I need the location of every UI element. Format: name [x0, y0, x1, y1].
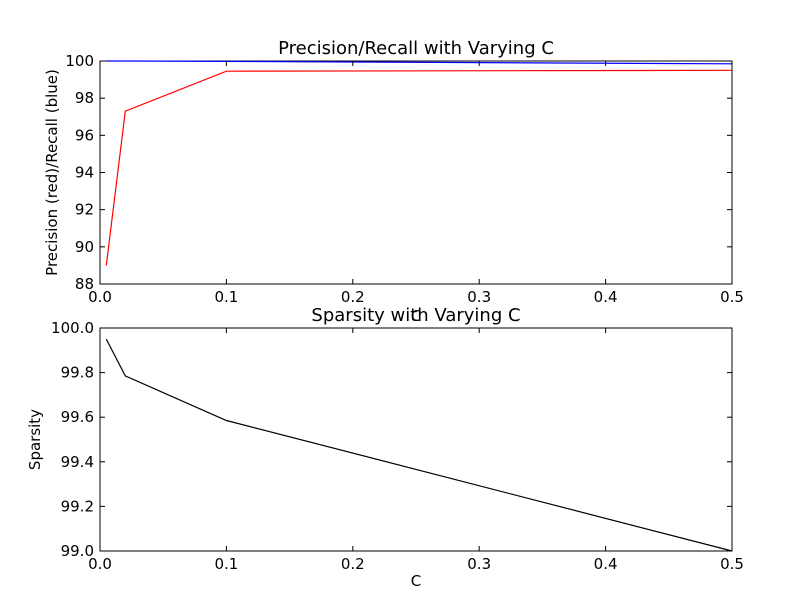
y-tick-label: 99.6: [61, 408, 94, 426]
x-axis-label: C: [411, 572, 421, 590]
x-tick-label: 0.2: [341, 555, 365, 573]
y-tick-label: 100.0: [51, 319, 94, 337]
sparsity-chart: 0.0 0.1 0.2 0.3 0.4 0.5 99.0 99.2 99.4 99.6 99.8 10…: [26, 305, 744, 590]
y-tick-label: 100: [65, 52, 94, 70]
plot-area-frame: [99, 327, 733, 552]
y-tick-label: 99.8: [61, 364, 94, 382]
y-tick-label: 94: [75, 164, 94, 182]
y-tick-label: 96: [75, 126, 94, 144]
axis-ticks: 0.0 0.1 0.2 0.3 0.4 0.5 99.0 99.2 99.4 99.6 99.8 10…: [51, 319, 744, 573]
y-tick-label: 88: [75, 275, 94, 293]
plot-marks: [105, 60, 733, 266]
chart-title: Sparsity with Varying C: [311, 305, 520, 326]
x-tick-label: 0.4: [594, 555, 618, 573]
y-tick-label: 99.4: [61, 453, 94, 471]
y-tick-label: 99.2: [61, 497, 94, 515]
series-line: [105, 69, 733, 266]
chart-title: Precision/Recall with Varying C: [278, 38, 554, 59]
y-axis-label: Precision (red)/Recall (blue): [43, 69, 61, 276]
x-tick-label: 0.5: [720, 288, 744, 306]
y-tick-label: 92: [75, 201, 94, 219]
x-tick-label: 0.4: [594, 288, 618, 306]
x-tick-label: 0.2: [341, 288, 365, 306]
x-tick-label: 0.3: [467, 555, 491, 573]
plot-marks: [105, 338, 733, 552]
y-tick-label: 90: [75, 238, 94, 256]
x-tick-label: 0.1: [214, 555, 238, 573]
x-tick-label: 0.0: [88, 288, 112, 306]
plot-area-frame: [99, 60, 733, 285]
series-line: [105, 338, 733, 552]
y-tick-label: 98: [75, 89, 94, 107]
x-tick-label: 0.1: [214, 288, 238, 306]
y-axis-label: Sparsity: [26, 409, 44, 470]
y-tick-label: 99.0: [61, 542, 94, 560]
x-tick-label: 0.0: [88, 555, 112, 573]
axis-ticks: 0.0 0.1 0.2 0.3 0.4 0.5 88 90 92 94 96 98 100: [65, 52, 744, 306]
x-axis-label: C: [411, 307, 421, 325]
precision-recall-chart: 0.0 0.1 0.2 0.3 0.4 0.5 88 90 92 94 96 98 100 Precis…: [43, 38, 744, 325]
x-tick-label: 0.3: [467, 288, 491, 306]
x-tick-label: 0.5: [720, 555, 744, 573]
